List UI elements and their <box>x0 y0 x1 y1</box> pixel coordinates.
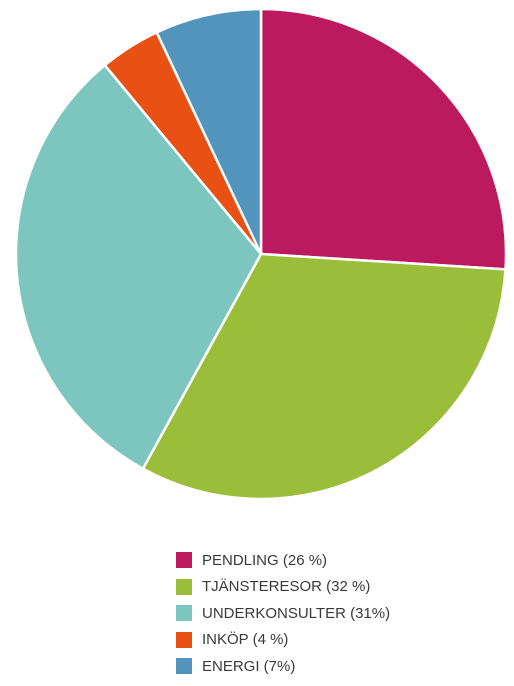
legend-swatch <box>176 631 192 648</box>
legend-item-inkop: INKÖP (4 %) <box>176 627 390 654</box>
legend-swatch <box>176 605 192 622</box>
legend-swatch <box>176 658 192 675</box>
pie-slice-energi <box>155 7 263 256</box>
legend-label: UNDERKONSULTER (31%) <box>202 604 391 622</box>
pie-slice-tjansteresor <box>141 252 507 501</box>
legend-item-underkonsulter: UNDERKONSULTER (31%) <box>176 600 390 627</box>
legend-item-pendling: PENDLING (26 %) <box>176 547 390 574</box>
legend-label: ENERGI (7%) <box>202 657 296 675</box>
legend-label: INKÖP (4 %) <box>202 631 289 649</box>
legend-label: TJÄNSTERESOR (32 %) <box>202 578 371 596</box>
legend: PENDLING (26 %) TJÄNSTERESOR (32 %) UNDE… <box>176 547 390 680</box>
pie-chart <box>14 7 508 501</box>
legend-swatch <box>176 552 192 569</box>
pie-slice-pendling <box>259 7 508 271</box>
legend-item-energi: ENERGI (7%) <box>176 653 390 680</box>
legend-item-tjansteresor: TJÄNSTERESOR (32 %) <box>176 574 390 601</box>
pie-slice-underkonsulter <box>14 63 263 470</box>
legend-swatch <box>176 578 192 595</box>
legend-label: PENDLING (26 %) <box>202 551 328 569</box>
